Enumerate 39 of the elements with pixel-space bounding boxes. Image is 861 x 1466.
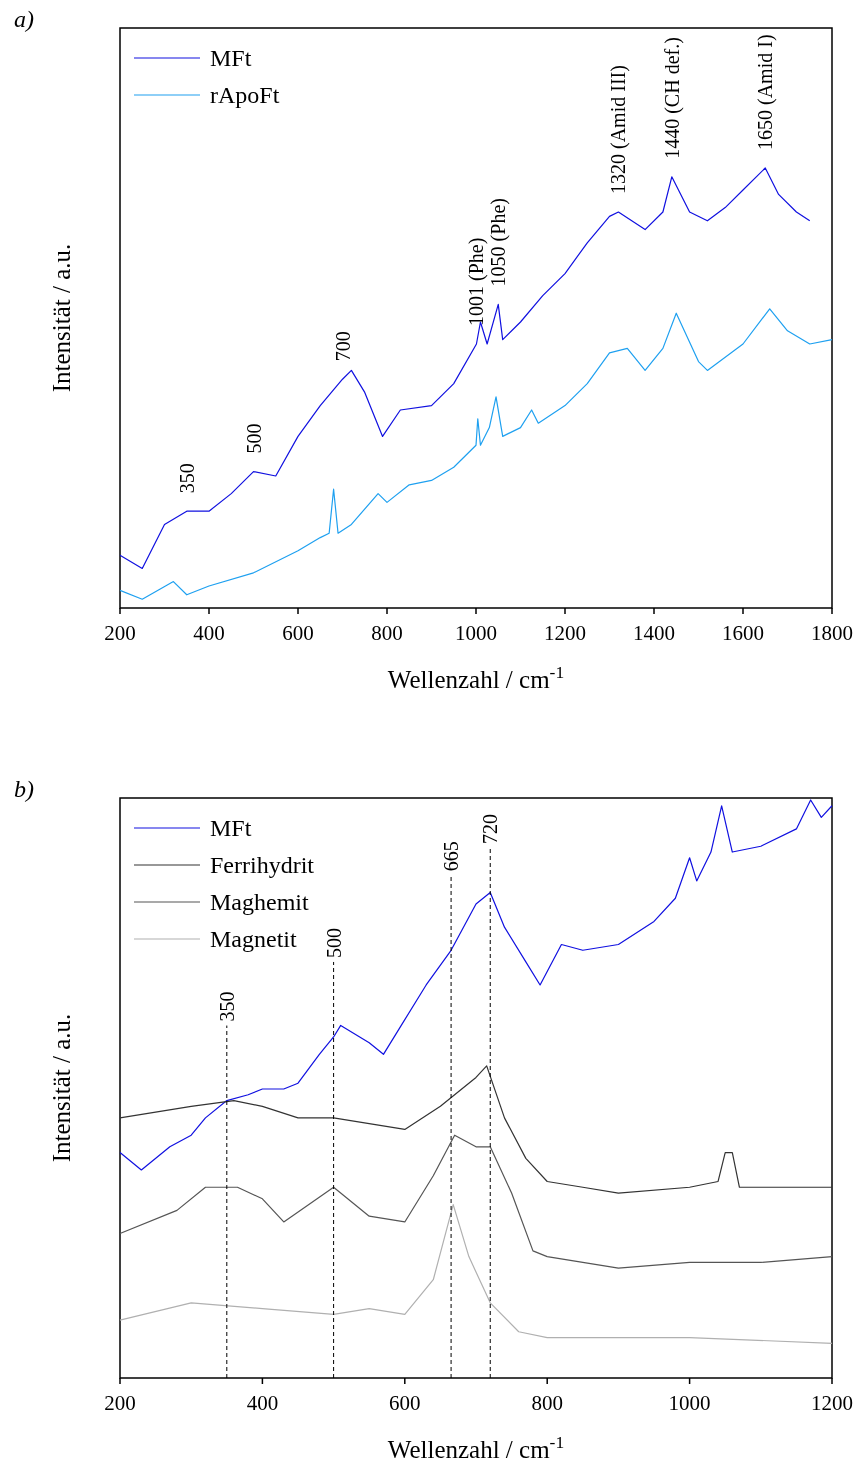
x-tick-label: 800: [531, 1391, 563, 1415]
annotation: 1001 (Phe): [465, 237, 489, 326]
annotation: 1050 (Phe): [487, 198, 511, 287]
legend-label: Maghemit: [210, 889, 309, 915]
x-tick-label: 400: [246, 1391, 279, 1415]
x-tick-label: 600: [389, 1391, 421, 1415]
ref-line-label: 350: [215, 991, 238, 1022]
annotation: 1650 (Amid I): [754, 34, 778, 150]
chart-title: b): [14, 775, 34, 802]
legend-label: Magnetit: [210, 926, 297, 952]
ref-line-label: 720: [479, 814, 502, 844]
x-axis-title: Wellenzahl / cm$^{-1}$: [387, 662, 565, 693]
x-tick-label: 800: [371, 621, 403, 645]
legend-label: Ferrihydrit: [210, 852, 315, 878]
annotation: 1320 (Amid III): [607, 65, 631, 194]
x-tick-label: 200: [104, 621, 136, 645]
x-axis-title: Wellenzahl / cm$^{-1}$: [387, 1432, 565, 1463]
chart-title: a): [14, 5, 34, 32]
x-tick-label: 1200: [811, 1391, 853, 1415]
x-tick-label: 600: [282, 621, 314, 645]
legend-label: MFt: [210, 815, 252, 841]
x-tick-label: 200: [104, 1391, 136, 1415]
ref-line-label: 665: [440, 841, 463, 872]
y-axis-title: Intensität / a.u.: [48, 1013, 75, 1163]
annotation: 350: [175, 463, 198, 494]
annotation: 700: [331, 331, 354, 362]
annotation: 1440 (CH def.): [660, 37, 684, 159]
x-tick-label: 1000: [455, 621, 497, 645]
x-tick-label: 1600: [722, 621, 764, 645]
x-tick-label: 1000: [668, 1391, 711, 1415]
annotation: 500: [242, 423, 265, 454]
legend-label: rApoFt: [210, 82, 280, 108]
x-tick-label: 1400: [633, 621, 675, 645]
x-tick-label: 1200: [544, 621, 586, 645]
ref-line-label: 500: [322, 927, 345, 958]
legend-label: MFt: [210, 45, 252, 71]
x-tick-label: 1800: [811, 621, 853, 645]
x-tick-label: 400: [193, 621, 225, 645]
y-axis-title: Intensität / a.u.: [48, 243, 75, 393]
